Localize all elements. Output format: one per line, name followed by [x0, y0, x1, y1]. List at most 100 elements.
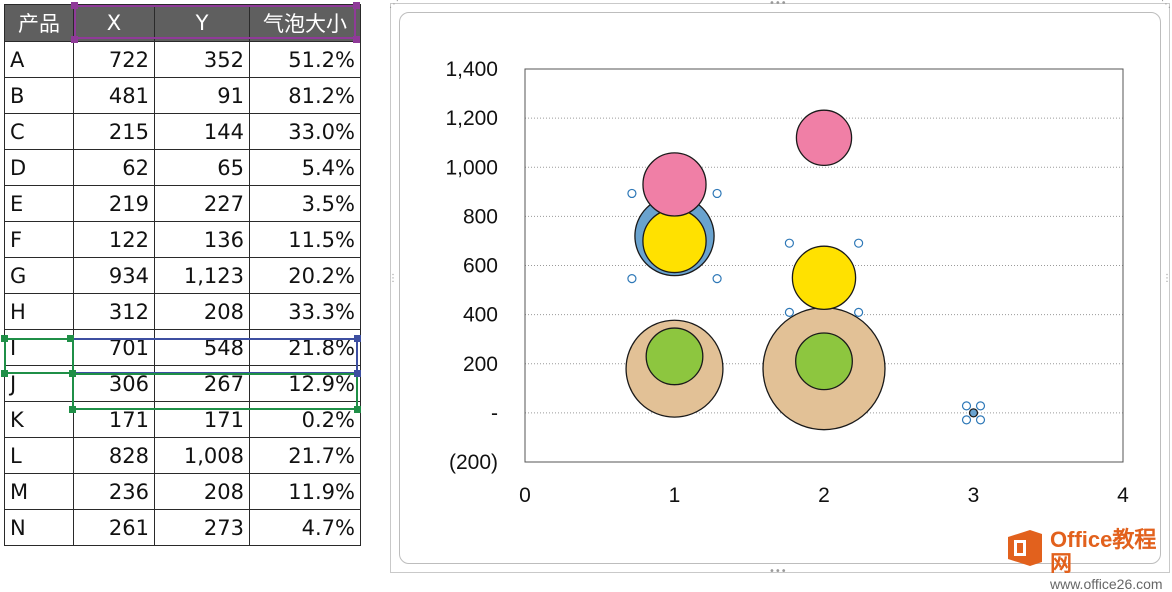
- bubble[interactable]: [791, 245, 857, 311]
- cell-y[interactable]: 1,008: [154, 437, 250, 474]
- cell-bubble-size[interactable]: 51.2%: [249, 41, 361, 78]
- cell-bubble-size[interactable]: 0.2%: [249, 401, 361, 438]
- cell-bubble-size[interactable]: 33.3%: [249, 293, 361, 330]
- bubble-selection-handle[interactable]: [975, 415, 986, 425]
- header-bubble-size[interactable]: 气泡大小: [249, 4, 361, 42]
- chart-area[interactable]: ••• ••• ⋮ ⋮ ⋰ ⋱: [388, 0, 1172, 577]
- range-handle[interactable]: [71, 2, 78, 9]
- cell-x[interactable]: 171: [73, 401, 155, 438]
- range-handle[interactable]: [1, 370, 8, 377]
- bubble-series[interactable]: [625, 109, 979, 431]
- cell-product[interactable]: K: [4, 401, 74, 438]
- cell-x[interactable]: 722: [73, 41, 155, 78]
- cell-x[interactable]: 236: [73, 473, 155, 510]
- cell-y[interactable]: 65: [154, 149, 250, 186]
- cell-bubble-size[interactable]: 12.9%: [249, 365, 361, 402]
- cell-y[interactable]: 208: [154, 293, 250, 330]
- range-handle[interactable]: [1, 335, 8, 342]
- cell-bubble-size[interactable]: 20.2%: [249, 257, 361, 294]
- cell-bubble-size[interactable]: 81.2%: [249, 77, 361, 114]
- header-y[interactable]: Y: [154, 4, 250, 42]
- bubble[interactable]: [795, 109, 853, 167]
- bubble-selection-handle[interactable]: [627, 188, 637, 199]
- chart-resize-grip-corner[interactable]: ⋰: [389, 0, 399, 10]
- cell-product[interactable]: B: [4, 77, 74, 114]
- cell-product[interactable]: I: [4, 329, 74, 366]
- cell-x[interactable]: 306: [73, 365, 155, 402]
- range-handle[interactable]: [354, 335, 361, 342]
- cell-x[interactable]: 701: [73, 329, 155, 366]
- chart-resize-grip-corner[interactable]: ⋱: [1161, 0, 1171, 10]
- cell-y[interactable]: 267: [154, 365, 250, 402]
- cell-product[interactable]: G: [4, 257, 74, 294]
- range-handle[interactable]: [354, 370, 361, 377]
- cell-product[interactable]: F: [4, 221, 74, 258]
- bubble-selection-handle[interactable]: [784, 238, 794, 248]
- bubble[interactable]: [968, 408, 979, 418]
- cell-y[interactable]: 171: [154, 401, 250, 438]
- cell-x[interactable]: 828: [73, 437, 155, 474]
- bubble-selection-handle[interactable]: [627, 274, 637, 284]
- chart-resize-grip-right[interactable]: ⋮: [1162, 273, 1172, 284]
- cell-x[interactable]: 215: [73, 113, 155, 150]
- cell-x[interactable]: 62: [73, 149, 155, 186]
- bubble[interactable]: [642, 208, 707, 274]
- cell-y[interactable]: 136: [154, 221, 250, 258]
- cell-product[interactable]: E: [4, 185, 74, 222]
- cell-product[interactable]: C: [4, 113, 74, 150]
- cell-bubble-size[interactable]: 33.0%: [249, 113, 361, 150]
- bubble-selection-handle[interactable]: [712, 274, 722, 284]
- cell-y[interactable]: 208: [154, 473, 250, 510]
- cell-bubble-size[interactable]: 21.8%: [249, 329, 361, 366]
- cell-bubble-size[interactable]: 5.4%: [249, 149, 361, 186]
- bubble-selection-handle[interactable]: [712, 188, 722, 199]
- cell-bubble-size[interactable]: 21.7%: [249, 437, 361, 474]
- cell-y[interactable]: 227: [154, 185, 250, 222]
- cell-product[interactable]: N: [4, 509, 74, 546]
- chart-resize-grip-bottom[interactable]: •••: [769, 566, 787, 577]
- bubble[interactable]: [795, 332, 853, 391]
- range-handle[interactable]: [353, 36, 360, 43]
- header-x[interactable]: X: [73, 4, 155, 42]
- cell-y[interactable]: 352: [154, 41, 250, 78]
- bubble[interactable]: [645, 327, 704, 386]
- bubble-selection-handle[interactable]: [854, 238, 864, 248]
- cell-x[interactable]: 219: [73, 185, 155, 222]
- range-handle[interactable]: [67, 335, 74, 342]
- cell-bubble-size[interactable]: 11.5%: [249, 221, 361, 258]
- range-handle[interactable]: [71, 36, 78, 43]
- cell-bubble-size[interactable]: 11.9%: [249, 473, 361, 510]
- range-handle[interactable]: [354, 406, 361, 413]
- cell-bubble-size[interactable]: 3.5%: [249, 185, 361, 222]
- cell-x[interactable]: 261: [73, 509, 155, 546]
- cell-product[interactable]: L: [4, 437, 74, 474]
- cell-x[interactable]: 934: [73, 257, 155, 294]
- cell-x[interactable]: 481: [73, 77, 155, 114]
- bubble-selection-handle[interactable]: [961, 415, 972, 425]
- bubble[interactable]: [642, 152, 707, 217]
- range-handle[interactable]: [353, 2, 360, 9]
- cell-product[interactable]: M: [4, 473, 74, 510]
- cell-y[interactable]: 273: [154, 509, 250, 546]
- cell-x[interactable]: 312: [73, 293, 155, 330]
- cell-y[interactable]: 1,123: [154, 257, 250, 294]
- bubble-selection-handle[interactable]: [961, 401, 972, 411]
- header-product[interactable]: 产品: [4, 4, 74, 42]
- chart-resize-grip-top[interactable]: •••: [769, 0, 787, 9]
- cell-product[interactable]: J: [4, 365, 74, 402]
- cell-bubble-size[interactable]: 4.7%: [249, 509, 361, 546]
- cell-product[interactable]: A: [4, 41, 74, 78]
- bubble-selection-handle[interactable]: [784, 307, 794, 317]
- cell-y[interactable]: 144: [154, 113, 250, 150]
- cell-y[interactable]: 548: [154, 329, 250, 366]
- chart-resize-grip-left[interactable]: ⋮: [388, 273, 398, 284]
- cell-product[interactable]: D: [4, 149, 74, 186]
- range-handle[interactable]: [69, 370, 76, 377]
- bubble-chart[interactable]: (200) - 200 400 600 800 1,000 1,200 1,400 0 1 2 3 4: [390, 3, 1170, 573]
- cell-product[interactable]: H: [4, 293, 74, 330]
- range-handle[interactable]: [69, 406, 76, 413]
- bubble-selection-handle[interactable]: [854, 307, 864, 317]
- cell-x[interactable]: 122: [73, 221, 155, 258]
- cell-y[interactable]: 91: [154, 77, 250, 114]
- bubble-selection-handle[interactable]: [975, 401, 986, 411]
